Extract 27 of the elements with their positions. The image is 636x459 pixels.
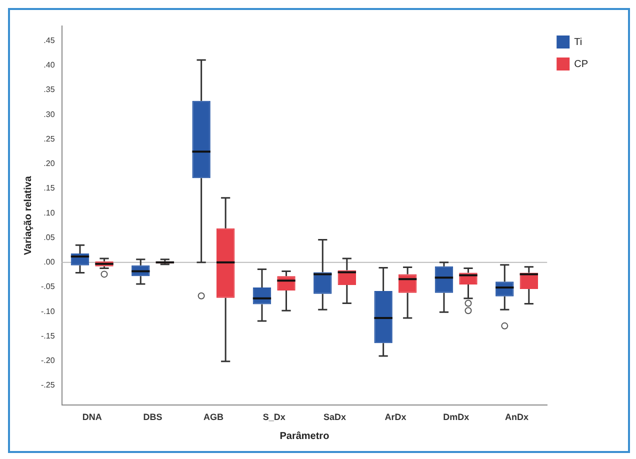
x-tick-label: DBS: [143, 412, 162, 422]
y-tick-label: .30: [44, 110, 56, 119]
y-tick-label: .25: [44, 134, 56, 144]
y-tick-label: .05: [44, 232, 56, 242]
x-tick-label: DNA: [82, 412, 102, 422]
x-tick-label: DmDx: [443, 412, 470, 422]
x-tick-label: ArDx: [384, 412, 406, 422]
y-tick-label: .20: [44, 159, 56, 168]
y-tick-label: .00: [44, 258, 56, 267]
y-tick-label: .15: [44, 184, 56, 193]
x-tick-label: SaDx: [324, 412, 346, 422]
y-tick-label: -.10: [40, 306, 56, 316]
y-tick-label: .40: [44, 60, 56, 70]
y-tick-label: -.20: [40, 356, 56, 366]
y-tick-label: .35: [44, 85, 56, 94]
x-tick-label: AnDx: [505, 412, 529, 422]
y-tick-label: .45: [44, 36, 56, 45]
y-tick-label: .10: [44, 208, 56, 218]
y-tick-label: -.15: [40, 331, 56, 340]
x-tick-label: AGB: [203, 412, 224, 422]
y-tick-label: -.05: [40, 282, 56, 292]
y-axis-title: Variação relativa: [22, 176, 34, 256]
y-tick-label: -.25: [40, 380, 56, 390]
legend-label: CP: [574, 58, 588, 70]
x-axis-title: Parâmetro: [280, 430, 330, 442]
x-tick-label: S_Dx: [262, 412, 286, 422]
legend-label: Ti: [574, 36, 582, 48]
